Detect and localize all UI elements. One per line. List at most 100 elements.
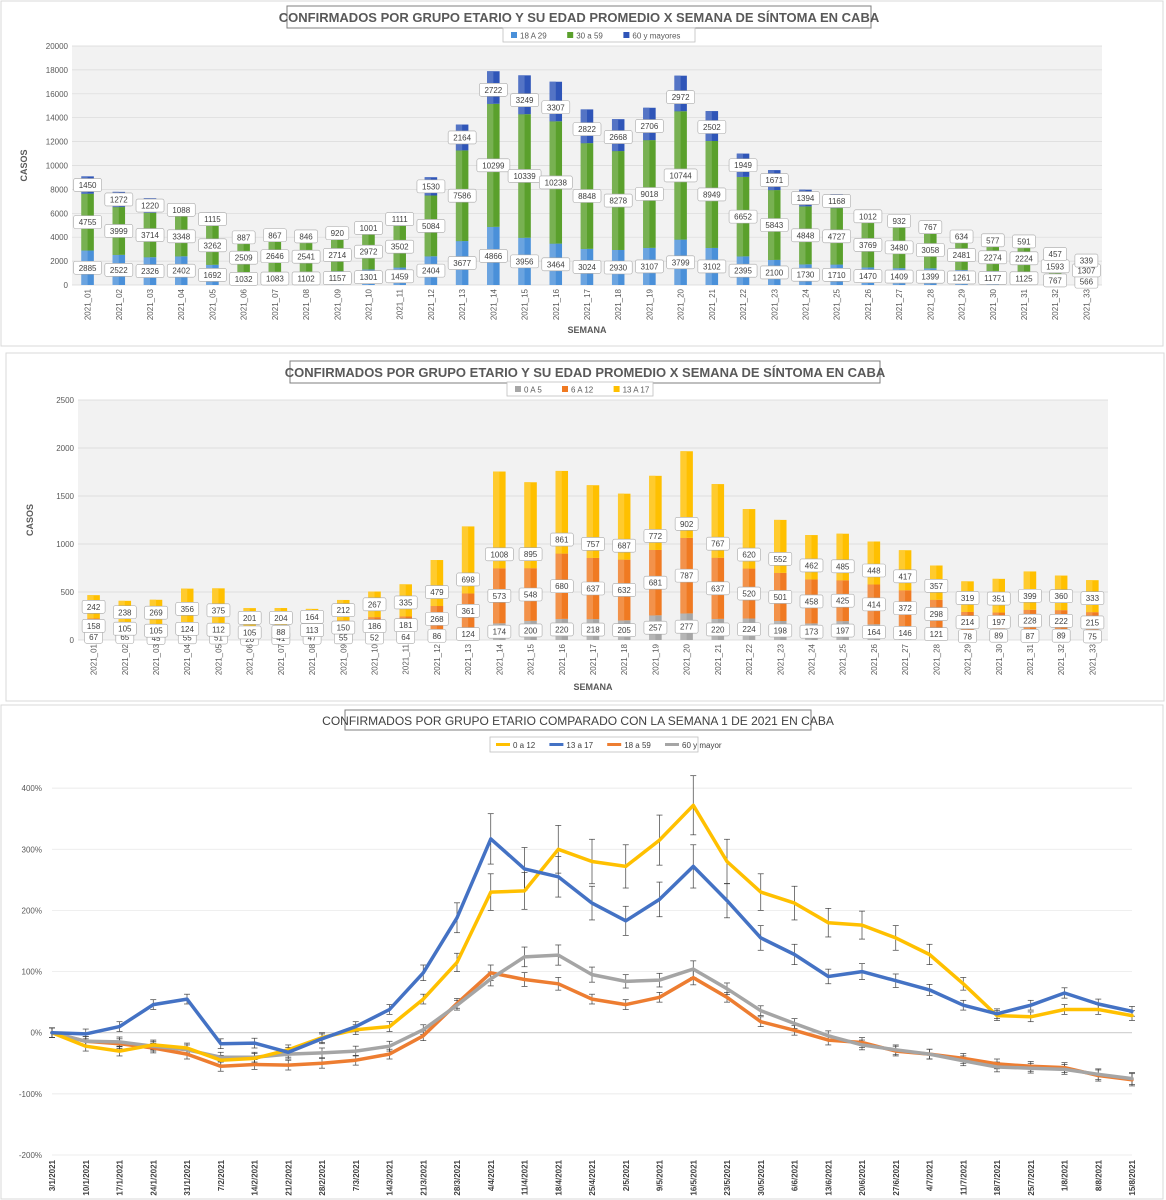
x-tick-label: 2021_33 (1088, 643, 1097, 675)
line-chart: CONFIRMADOS POR GRUPO ETARIO COMPARADO C… (0, 704, 1164, 1200)
data-label-box (166, 263, 196, 278)
x-tick-label: 2021_33 (1082, 288, 1091, 320)
data-label-box (1074, 253, 1099, 268)
data-label: 113 (306, 626, 319, 635)
data-label-box (385, 269, 415, 284)
x-tick-label: 4/7/2021 (926, 1159, 935, 1191)
data-label-box (768, 590, 793, 604)
x-tick-label: 2021_23 (776, 643, 785, 675)
data-label: 2541 (297, 253, 315, 262)
data-label: 4727 (828, 232, 846, 241)
bar-highlight (805, 535, 812, 580)
x-tick-label: 2021_31 (1020, 288, 1029, 320)
data-label: 1450 (79, 181, 97, 190)
data-label-box (198, 212, 227, 226)
data-label: 4866 (484, 252, 502, 261)
bar-highlight (555, 470, 562, 554)
legend-label: 0 A 5 (524, 386, 542, 395)
data-label-box (643, 620, 668, 635)
bar-highlight (461, 526, 469, 594)
legend-label: 60 y mayor (682, 741, 722, 750)
data-label: 4755 (79, 218, 97, 227)
legend-label: 60 y mayores (632, 32, 680, 41)
data-label-box (362, 597, 387, 612)
data-label-box (986, 591, 1011, 606)
data-label: 1125 (1015, 274, 1033, 283)
data-label-box (456, 627, 480, 641)
x-tick-label: 2021_05 (214, 643, 223, 675)
data-label: 10744 (670, 171, 693, 180)
data-label-box (300, 609, 324, 624)
y-tick-label: 6000 (50, 209, 68, 218)
bar-highlight (493, 471, 500, 569)
bar-highlight (742, 509, 750, 569)
data-label: 772 (649, 532, 663, 541)
data-label: 3956 (516, 257, 534, 266)
data-label: 1399 (921, 273, 939, 282)
data-label-box (291, 249, 321, 264)
data-label: 228 (1023, 617, 1037, 626)
x-tick-label: 2021_21 (708, 288, 717, 320)
data-label: 238 (118, 608, 132, 617)
data-label-box (73, 178, 102, 192)
bar-highlight (586, 485, 593, 558)
data-label-box (135, 264, 165, 278)
x-tick-label: 7/2/2021 (217, 1159, 226, 1191)
data-label: 3348 (172, 232, 190, 241)
data-label-box (144, 605, 168, 620)
data-label-box (674, 517, 699, 531)
data-label-box (728, 209, 758, 224)
data-label-box (166, 229, 196, 244)
y-tick-label: 300% (22, 845, 42, 854)
x-tick-label: 2021_22 (739, 288, 748, 320)
bar-chart-2: CONFIRMADOS POR GRUPO ETARIO Y SU EDAD P… (5, 352, 1165, 702)
y-tick-label: 500 (61, 588, 75, 597)
y-tick-label: 10000 (46, 162, 69, 171)
data-label: 2404 (422, 267, 440, 276)
data-label: 591 (1017, 237, 1031, 246)
x-tick-label: 16/5/2021 (689, 1159, 698, 1195)
legend: 0 a 12 13 a 17 18 a 59 60 y mayor (489, 736, 722, 753)
data-label-box (862, 625, 886, 639)
data-label-box (479, 82, 508, 97)
y-axis-title: CASOS (19, 149, 29, 181)
data-label-box (518, 547, 543, 561)
data-label-box (263, 228, 287, 243)
data-label-box (799, 624, 824, 639)
data-label: 220 (711, 625, 725, 634)
data-label: 573 (493, 592, 507, 601)
data-label-box (728, 263, 758, 278)
series-line (50, 803, 1134, 1062)
data-label: 181 (399, 621, 413, 630)
data-label-box (1080, 615, 1105, 630)
data-label: 112 (212, 626, 225, 635)
data-label: 198 (774, 626, 788, 635)
y-tick-label: 18000 (46, 66, 69, 75)
x-tick-label: 25/7/2021 (1027, 1159, 1036, 1195)
data-label: 2224 (1015, 254, 1033, 263)
x-tick-label: 2021_32 (1057, 643, 1066, 675)
data-label: 2706 (641, 122, 659, 131)
data-label-box (853, 269, 883, 284)
x-tick-label: 2021_07 (277, 643, 286, 675)
data-label: 548 (524, 590, 538, 599)
data-label: 174 (493, 628, 507, 637)
x-tick-label: 2021_26 (864, 288, 873, 320)
x-tick-label: 8/8/2021 (1094, 1159, 1103, 1191)
data-label: 1272 (110, 195, 128, 204)
data-label-box (104, 192, 134, 207)
x-tick-label: 2021_02 (121, 643, 130, 675)
x-tick-label: 27/6/2021 (892, 1159, 901, 1195)
data-label: 634 (955, 232, 969, 241)
data-label-box (697, 259, 727, 274)
x-tick-label: 2021_18 (620, 643, 629, 675)
data-label-box (986, 615, 1011, 629)
data-label-box (538, 175, 573, 190)
chart-title: CONFIRMADOS POR GRUPO ETARIO COMPARADO C… (322, 714, 834, 728)
data-label-box (1043, 273, 1067, 288)
x-tick-label: 2021_26 (870, 643, 879, 675)
data-label: 2326 (141, 267, 159, 276)
bar-highlight (836, 533, 843, 581)
data-label-box (416, 263, 446, 278)
x-tick-label: 2021_14 (489, 288, 498, 320)
